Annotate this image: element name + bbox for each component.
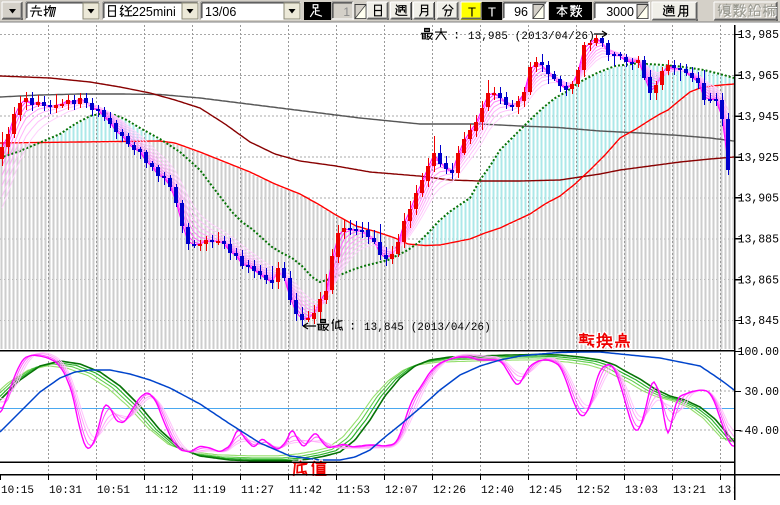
svg-text:3000: 3000 (606, 5, 634, 19)
svg-text:13,945: 13,945 (738, 111, 780, 124)
svg-text:12:26: 12:26 (433, 485, 466, 497)
svg-text:12:07: 12:07 (385, 485, 418, 497)
svg-text:T: T (468, 5, 476, 20)
svg-text:-40.00: -40.00 (738, 425, 780, 438)
svg-text:13,885: 13,885 (738, 233, 780, 246)
svg-text:13,925: 13,925 (738, 152, 780, 165)
svg-text:30.00: 30.00 (744, 386, 779, 399)
svg-text:13,905: 13,905 (738, 193, 780, 206)
svg-text:11:42: 11:42 (289, 485, 322, 497)
svg-text::: : (349, 320, 356, 334)
svg-text:13,865: 13,865 (738, 274, 780, 287)
svg-text:10:31: 10:31 (49, 485, 82, 497)
svg-text:96: 96 (514, 5, 528, 19)
svg-text:10:51: 10:51 (97, 485, 130, 497)
svg-text:T: T (488, 5, 496, 20)
svg-text:225mini: 225mini (132, 5, 176, 19)
svg-text:12:40: 12:40 (481, 485, 514, 497)
svg-text:13,985: 13,985 (738, 29, 780, 42)
svg-text:100.00: 100.00 (738, 346, 780, 359)
svg-text:11:19: 11:19 (193, 485, 226, 497)
svg-text:13,845: 13,845 (738, 315, 780, 328)
svg-text:13,845 (2013/04/26): 13,845 (2013/04/26) (364, 322, 491, 334)
svg-text:13:03: 13:03 (625, 485, 658, 497)
svg-text:10:15: 10:15 (1, 485, 34, 497)
svg-text:13/06: 13/06 (205, 5, 236, 19)
svg-text:11:27: 11:27 (241, 485, 274, 497)
svg-text:12:45: 12:45 (529, 485, 562, 497)
svg-text:1: 1 (343, 5, 350, 19)
svg-text:13:21: 13:21 (673, 485, 706, 497)
svg-text:13:44: 13:44 (718, 485, 751, 497)
svg-text:13,985 (2013/04/26): 13,985 (2013/04/26) (468, 31, 595, 43)
svg-text:11:12: 11:12 (145, 485, 178, 497)
svg-text::: : (453, 29, 460, 43)
svg-text:11:53: 11:53 (337, 485, 370, 497)
svg-text:13,965: 13,965 (738, 70, 780, 83)
svg-text:12:52: 12:52 (577, 485, 610, 497)
